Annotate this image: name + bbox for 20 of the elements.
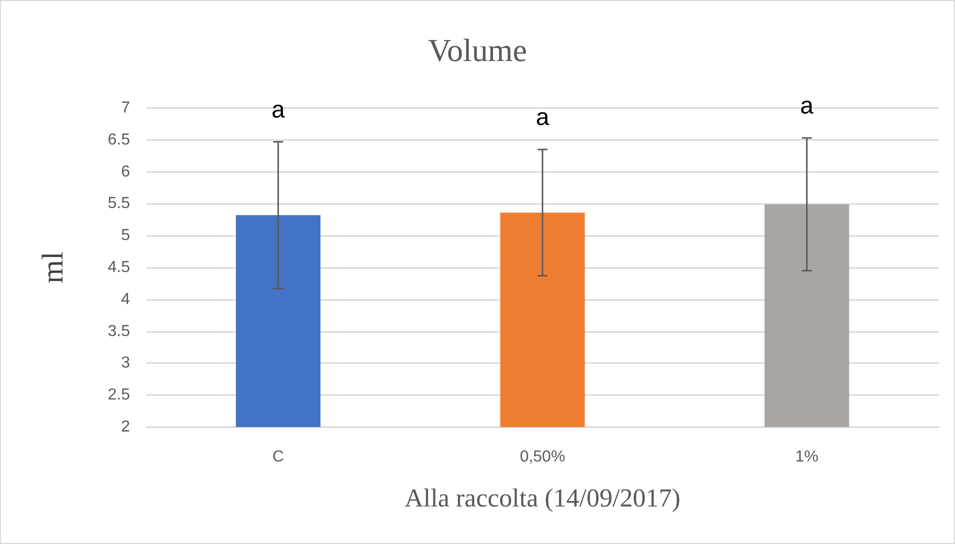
- y-tick-label: 2: [121, 418, 130, 436]
- y-tick-label: 2.5: [108, 386, 130, 404]
- y-tick-label: 5.5: [108, 195, 130, 212]
- x-tick-label: C: [272, 448, 284, 466]
- annotation: a: [271, 96, 286, 124]
- x-axis-title: Alla raccolta (14/09/2017): [404, 484, 680, 512]
- chart-title: Volume: [428, 32, 527, 68]
- y-tick-label: 5: [121, 227, 130, 244]
- annotation: a: [800, 92, 814, 120]
- x-tick-label: 0,50%: [520, 448, 566, 466]
- y-tick-label: 6: [121, 163, 130, 180]
- x-tick-label: 1%: [795, 448, 818, 466]
- y-tick-label: 4.5: [108, 259, 130, 276]
- y-tick-label: 3.5: [108, 322, 130, 340]
- annotation: a: [536, 104, 550, 131]
- y-axis-title: ml: [36, 252, 70, 284]
- y-tick-label: 4: [121, 290, 130, 308]
- y-tick-label: 6.5: [108, 131, 130, 148]
- y-tick-label: 7: [121, 100, 130, 116]
- y-tick-label: 3: [121, 354, 130, 372]
